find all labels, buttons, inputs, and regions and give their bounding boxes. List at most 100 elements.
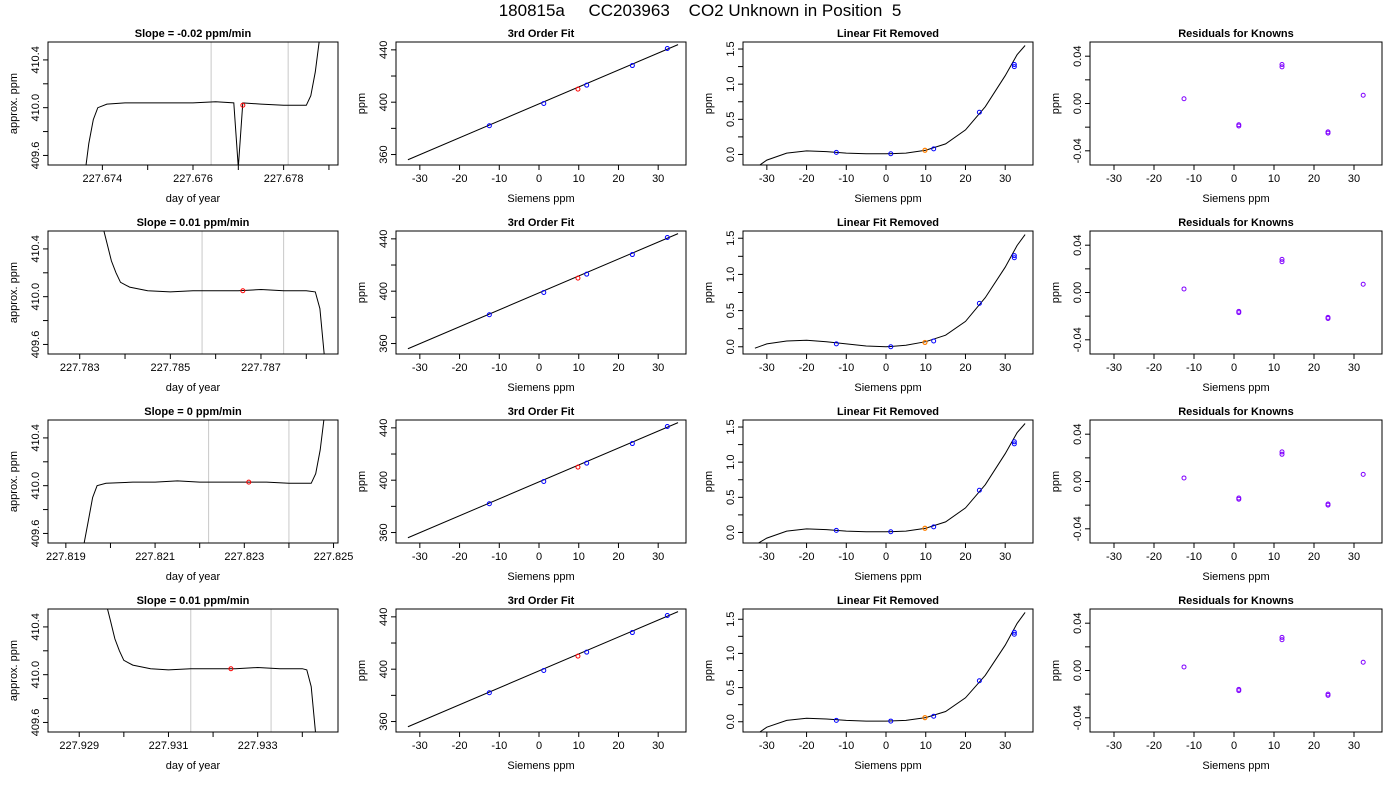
x-tick-label: 0 — [883, 740, 889, 752]
x-tick-label: -30 — [1106, 740, 1122, 752]
x-tick-label: 20 — [959, 362, 971, 374]
x-tick-label: -10 — [1186, 362, 1202, 374]
panel-linfit-row2: Linear Fit Removed Siemens ppm ppm -30 -20 -1… — [703, 217, 1034, 394]
y-tick-label: -0.04 — [1072, 516, 1084, 541]
y-tick-label: -0.04 — [1072, 705, 1084, 730]
plot-frame — [47, 41, 339, 166]
y-tick-label: 0.0 — [725, 147, 737, 162]
x-tick-label: -10 — [491, 362, 507, 374]
y-tick-label: 1.5 — [725, 612, 737, 627]
y-tick-label: 410.0 — [30, 661, 42, 689]
x-tick-label: 10 — [1268, 740, 1280, 752]
plot-area — [85, 42, 320, 165]
x-tick-label: -20 — [799, 173, 815, 185]
panel-timeseries-row2: Slope = 0.01 ppm/min day of year approx. p… — [8, 217, 339, 394]
plot-area — [103, 231, 325, 354]
known-standard-point — [888, 151, 894, 157]
residual-point — [1279, 64, 1285, 70]
x-tick-label: -30 — [1106, 173, 1122, 185]
known-standard-point — [584, 271, 590, 277]
plot-frame — [742, 419, 1034, 544]
y-tick-label: 440 — [378, 608, 390, 626]
y-tick-label: 1.0 — [725, 267, 737, 282]
known-standard-point — [931, 338, 937, 344]
x-tick-label: -10 — [1186, 551, 1202, 563]
known-standard-point — [976, 300, 982, 306]
y-tick-label: 0.00 — [1072, 282, 1084, 303]
known-standard-point — [931, 524, 937, 530]
plot-frame — [395, 608, 687, 733]
plot-area — [757, 423, 1026, 543]
x-tick-label: -20 — [1146, 173, 1162, 185]
x-tick-label: 10 — [573, 740, 585, 752]
y-tick-label: 360 — [378, 334, 390, 352]
known-standard-point — [664, 613, 670, 619]
x-tick-label: 10 — [1268, 551, 1280, 563]
x-tick-label: 227.787 — [241, 362, 281, 374]
panel-resid-row2: Residuals for Knowns Siemens ppm ppm -30 -20… — [1050, 217, 1383, 394]
y-tick-label: 0.00 — [1072, 93, 1084, 114]
x-tick-label: -10 — [491, 173, 507, 185]
x-tick-label: 20 — [1308, 740, 1320, 752]
y-axis-label: ppm — [703, 660, 715, 681]
y-tick-label: 409.6 — [30, 331, 42, 359]
x-tick-label: 227.678 — [264, 173, 304, 185]
known-standard-point — [629, 630, 635, 636]
y-tick-label: 360 — [378, 712, 390, 730]
known-standard-point — [486, 501, 492, 507]
x-tick-label: 20 — [959, 173, 971, 185]
y-tick-label: 0.04 — [1072, 612, 1084, 633]
known-standard-point — [664, 46, 670, 52]
y-tick-label: 0.04 — [1072, 234, 1084, 255]
known-standard-point — [976, 487, 982, 493]
y-tick-label: 360 — [378, 145, 390, 163]
panel-title: Slope = -0.02 ppm/min — [135, 28, 252, 40]
x-tick-label: 10 — [1268, 173, 1280, 185]
panel-resid-row1: Residuals for Knowns Siemens ppm ppm -30 -20… — [1050, 28, 1383, 205]
residual-point — [1181, 286, 1187, 292]
unknown-point — [922, 339, 928, 346]
unknown-mean-point — [246, 479, 252, 485]
unknown-mean-point — [240, 102, 246, 108]
page-title: 180815a CC203963 CO2 Unknown in Position… — [498, 1, 902, 20]
residual-point — [1325, 130, 1331, 136]
y-axis-label: ppm — [703, 471, 715, 492]
x-tick-label: 227.821 — [135, 551, 175, 563]
x-tick-label: -20 — [452, 740, 468, 752]
residual-point — [1325, 692, 1331, 698]
residual-point — [1181, 664, 1187, 670]
y-tick-label: 440 — [378, 41, 390, 59]
cubic-curve — [754, 234, 1026, 349]
x-tick-label: 30 — [999, 740, 1011, 752]
panel-resid-row4: Residuals for Knowns Siemens ppm ppm -30 -20… — [1050, 595, 1383, 772]
y-tick-label: 0.04 — [1072, 423, 1084, 444]
y-tick-label: 0.00 — [1072, 471, 1084, 492]
residual-point — [1325, 316, 1331, 322]
y-tick-label: 0.5 — [725, 303, 737, 318]
x-tick-label: -20 — [799, 551, 815, 563]
x-tick-label: 30 — [652, 173, 664, 185]
panel-resid-row3: Residuals for Knowns Siemens ppm ppm -30 -20… — [1050, 406, 1383, 583]
unknown-point — [922, 147, 928, 153]
panel-linfit-row4: Linear Fit Removed Siemens ppm ppm -30 -20 -1… — [703, 595, 1034, 772]
y-tick-label: 1.5 — [725, 419, 737, 434]
known-standard-point — [888, 344, 894, 350]
residual-point — [1236, 688, 1242, 694]
residual-point — [1279, 259, 1285, 265]
known-standard-point — [486, 312, 492, 318]
y-axis-label: ppm — [356, 282, 368, 303]
x-tick-label: 20 — [1308, 173, 1320, 185]
y-axis-label: approx. ppm — [8, 73, 20, 134]
panel-title: 3rd Order Fit — [508, 406, 575, 418]
plot-area — [407, 422, 679, 539]
x-tick-label: 0 — [536, 173, 542, 185]
residual-point — [1236, 310, 1242, 316]
x-tick-label: 30 — [1348, 173, 1360, 185]
x-tick-label: -10 — [491, 551, 507, 563]
x-tick-label: -10 — [1186, 173, 1202, 185]
y-tick-label: 360 — [378, 523, 390, 541]
residual-point — [1236, 496, 1242, 502]
x-tick-label: 10 — [573, 173, 585, 185]
residual-point — [1360, 92, 1366, 98]
